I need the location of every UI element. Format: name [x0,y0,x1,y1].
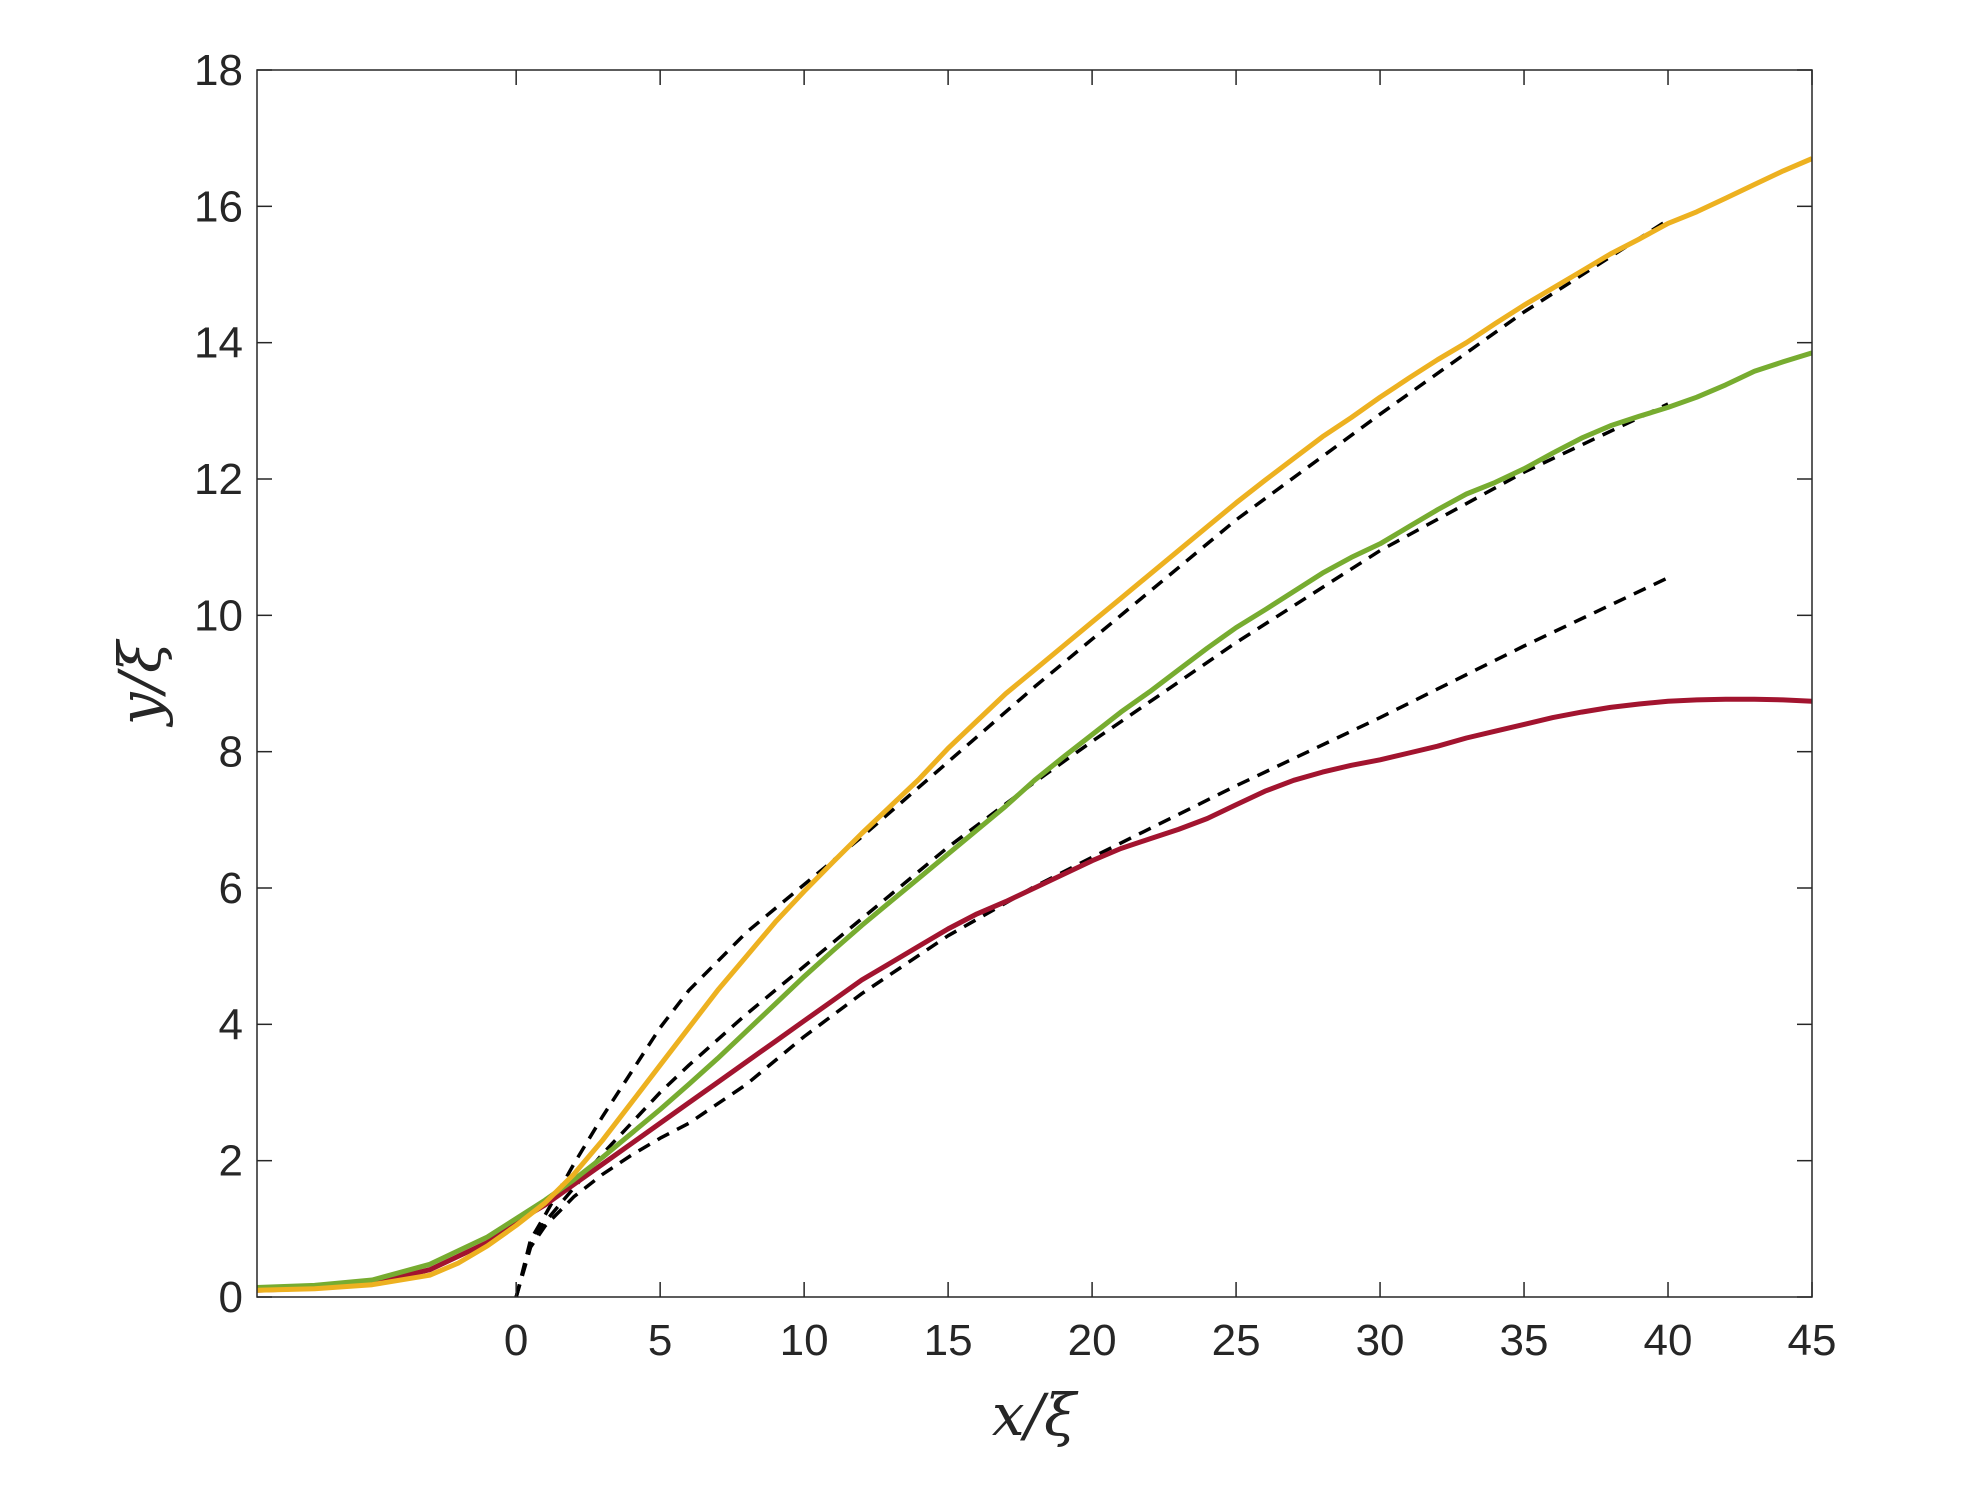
y-tick-label: 16 [194,182,243,231]
fit-dashed-line [514,402,1669,1297]
x-tick-label: 40 [1644,1316,1693,1365]
series-line [257,350,1812,1290]
series-layer [257,156,1812,1297]
x-tick-label: 15 [924,1316,973,1365]
y-tick-label: 4 [219,1000,243,1049]
x-tick-label: 5 [648,1316,672,1365]
y-tick-label: 10 [194,591,243,640]
y-tick-label: 2 [219,1137,243,1186]
y-tick-label: 0 [219,1273,243,1322]
y-tick-label: 8 [219,728,243,777]
fit-dashed-line [514,576,1669,1297]
x-tick-label: 10 [780,1316,829,1365]
series-line [257,696,1812,1293]
y-axis-title: y/ξ [106,638,174,728]
y-tick-label: 14 [194,319,243,368]
fit-dashed-line [514,218,1669,1297]
x-tick-label: 30 [1356,1316,1405,1365]
axes-box [256,69,1813,1298]
y-tick-label: 12 [194,455,243,504]
x-tick-label: 0 [504,1316,528,1365]
x-tick-label: 20 [1068,1316,1117,1365]
x-tick-label: 25 [1212,1316,1261,1365]
x-axis-title: x/ξ [992,1381,1079,1449]
series-line [257,156,1812,1293]
ticks-layer: 0 5 10 15 20 25 30 35 40 45 0 2 4 6 8 10 12 14 16 18 [194,46,1836,1365]
y-tick-label: 6 [219,864,243,913]
plot-area [257,70,1812,1297]
y-tick-label: 18 [194,46,243,95]
x-tick-label: 45 [1788,1316,1837,1365]
x-tick-label: 35 [1500,1316,1549,1365]
